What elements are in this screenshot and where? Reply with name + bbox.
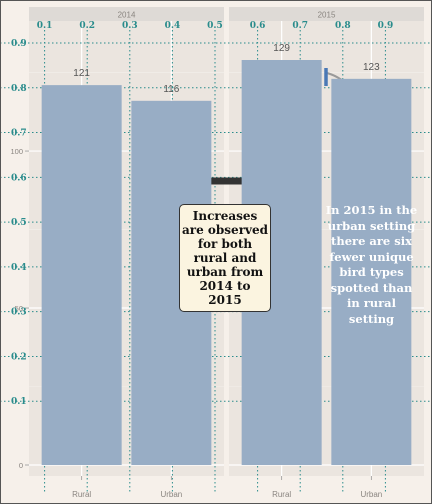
overlay-x-label: 0.7 [292,21,308,31]
facet-strip [229,7,424,21]
x-tick-label: Urban [360,490,382,499]
bar-label: 121 [73,68,90,79]
overlay-x-label: 0.5 [207,21,223,31]
x-tick-label: Urban [160,490,182,499]
bar-label: 123 [363,62,380,73]
overlay-x-label: 0.8 [335,21,351,31]
overlay-y-label: 0.1 [11,397,27,407]
bar [41,85,122,466]
facet-label: 2015 [318,11,336,20]
overlay-x-label: 0.6 [250,21,266,31]
overlay-x-label: 0.9 [378,21,394,31]
y-tick-label: 50 [15,304,23,313]
overlay-y-label: 0.3 [11,308,27,318]
overlay-y-label: 0.6 [11,173,27,183]
x-tick-label: Rural [272,490,291,499]
bar-label: 116 [163,84,179,95]
y-tick-label: 100 [10,147,23,156]
overlay-y-label: 0.4 [11,263,27,273]
y-tick-label: 0 [19,461,23,470]
overlay-x-label: 0.3 [122,21,138,31]
x-tick-label: Rural [72,490,91,499]
overlay-y-label: 0.8 [11,84,27,94]
overlay-x-label: 0.4 [165,21,181,31]
overlay-y-label: 0.9 [11,39,27,49]
annotation-note: In 2015 in the urban setting there are s… [325,203,418,326]
overlay-x-label: 0.2 [79,21,95,31]
overlay-y-label: 0.5 [11,218,27,228]
overlay-x-label: 0.1 [37,21,53,31]
overlay-y-label: 0.2 [11,352,27,362]
bar-label: 129 [273,43,290,54]
bar [331,78,412,465]
facet-strip [29,7,224,21]
overlay-y-label: 0.7 [11,129,27,139]
facet-label: 2014 [118,11,136,20]
annotation-box: Increases are observed for both rural an… [179,204,271,312]
